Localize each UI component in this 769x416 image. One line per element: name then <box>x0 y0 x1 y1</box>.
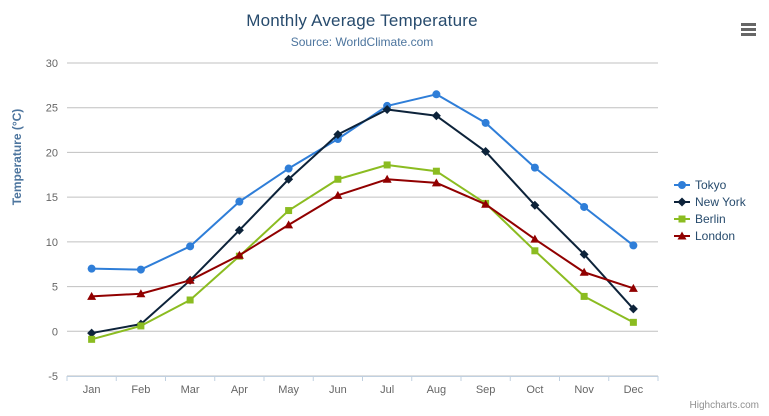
legend-label: London <box>695 228 736 243</box>
highcharts-credit-link[interactable]: Highcharts.com <box>689 400 759 411</box>
data-point[interactable] <box>530 163 539 172</box>
data-point[interactable] <box>580 202 589 211</box>
x-axis-label: Jul <box>380 384 394 396</box>
y-axis-label: 30 <box>46 58 58 70</box>
data-point[interactable] <box>481 147 491 157</box>
data-point[interactable] <box>628 283 638 292</box>
y-axis-label: 10 <box>46 237 58 249</box>
chart-subtitle: Source: WorldClimate.com <box>290 35 434 49</box>
data-point[interactable] <box>333 130 343 140</box>
series-line-tokyo <box>91 93 634 271</box>
data-point[interactable] <box>186 296 194 304</box>
data-point[interactable] <box>137 322 145 330</box>
series-line-london <box>91 178 634 298</box>
data-point[interactable] <box>334 175 342 183</box>
y-axis-label: -5 <box>48 371 58 383</box>
series-line-new-york <box>91 108 635 335</box>
data-point[interactable] <box>629 318 637 326</box>
data-point[interactable] <box>186 242 195 251</box>
data-point[interactable] <box>136 289 146 298</box>
hamburger-icon <box>740 22 756 26</box>
data-point[interactable] <box>333 190 343 199</box>
data-point[interactable] <box>530 234 540 243</box>
data-point[interactable] <box>284 164 293 173</box>
data-point[interactable] <box>579 249 589 259</box>
legend-item-berlin[interactable]: Berlin <box>674 210 746 227</box>
data-point[interactable] <box>234 250 244 259</box>
data-point[interactable] <box>579 267 589 276</box>
y-axis-label: 0 <box>52 326 58 338</box>
data-point[interactable] <box>432 90 441 99</box>
legend-label: Berlin <box>695 211 726 226</box>
data-point[interactable] <box>481 199 491 208</box>
x-axis-label: Nov <box>574 384 594 396</box>
data-point[interactable] <box>87 291 97 300</box>
new-york-series-marker-icon <box>674 197 690 206</box>
x-axis-label: May <box>278 384 299 396</box>
y-axis-label: 15 <box>46 192 58 204</box>
legend: Tokyo New York Berlin London <box>674 176 746 244</box>
data-point[interactable] <box>382 174 392 183</box>
x-axis-label: Dec <box>624 384 644 396</box>
data-point[interactable] <box>481 118 490 127</box>
hamburger-icon <box>740 32 756 36</box>
data-point[interactable] <box>530 200 540 210</box>
x-axis-label: Oct <box>526 384 543 396</box>
data-point[interactable] <box>285 207 293 215</box>
data-point[interactable] <box>136 265 145 274</box>
x-axis-label: Feb <box>131 384 150 396</box>
data-point[interactable] <box>580 292 588 300</box>
x-axis-label: Sep <box>476 384 496 396</box>
legend-item-london[interactable]: London <box>674 227 746 244</box>
data-point[interactable] <box>88 335 96 343</box>
legend-item-new-york[interactable]: New York <box>674 193 746 210</box>
x-axis-label: Mar <box>181 384 200 396</box>
data-point[interactable] <box>431 178 441 187</box>
data-point[interactable] <box>628 304 638 314</box>
legend-item-tokyo[interactable]: Tokyo <box>674 176 746 193</box>
data-point[interactable] <box>185 275 195 284</box>
data-point[interactable] <box>629 241 638 250</box>
x-axis-label: Aug <box>427 384 447 396</box>
context-menu-button[interactable] <box>736 20 760 40</box>
data-point[interactable] <box>284 220 294 229</box>
hamburger-icon <box>740 27 756 31</box>
legend-label: Tokyo <box>695 177 727 192</box>
tokyo-series-marker-icon <box>674 180 690 189</box>
berlin-series-marker-icon <box>674 215 690 222</box>
y-axis-label: 20 <box>46 147 58 159</box>
london-series-marker-icon <box>674 231 690 239</box>
data-point[interactable] <box>383 161 391 169</box>
data-point[interactable] <box>284 174 294 184</box>
legend-label: New York <box>695 194 746 209</box>
y-axis-label: 25 <box>46 103 58 115</box>
data-point[interactable] <box>87 264 96 273</box>
data-point[interactable] <box>382 105 392 115</box>
data-point[interactable] <box>87 328 97 338</box>
chart-title: Monthly Average Temperature <box>246 11 478 30</box>
data-point[interactable] <box>531 247 539 255</box>
y-axis-title: Temperature (°C) <box>10 108 24 206</box>
y-axis-label: 5 <box>52 282 58 294</box>
data-point[interactable] <box>431 111 441 121</box>
x-axis-label: Jun <box>329 384 347 396</box>
x-axis-label: Jan <box>83 384 101 396</box>
data-point[interactable] <box>234 225 244 235</box>
x-axis-label: Apr <box>231 384 248 396</box>
data-point[interactable] <box>235 197 244 206</box>
data-point[interactable] <box>432 167 440 175</box>
series-line-berlin <box>91 163 634 341</box>
